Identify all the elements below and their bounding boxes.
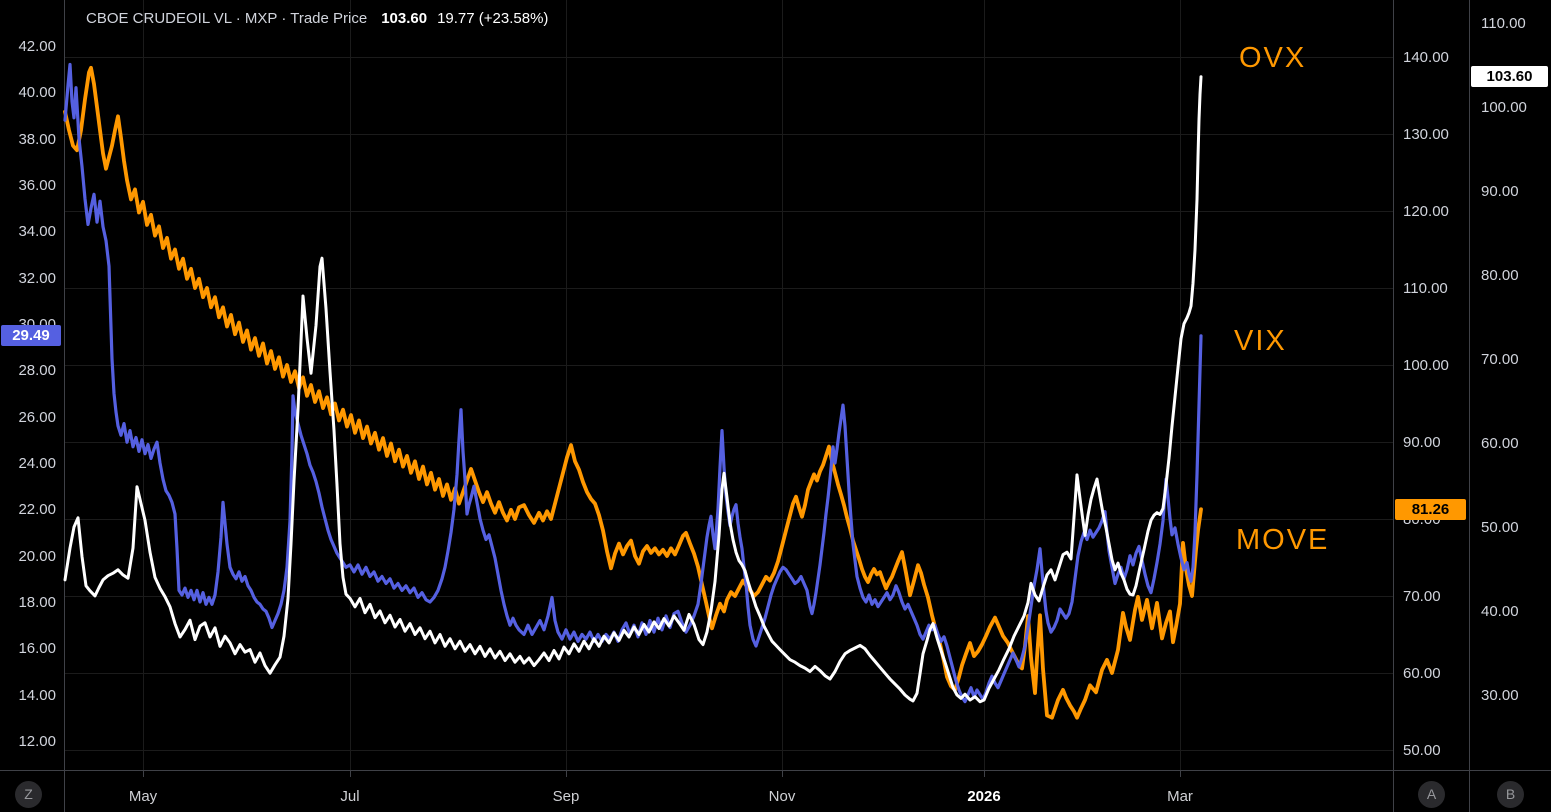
vix-line[interactable] <box>63 62 1203 704</box>
ovx-line[interactable] <box>63 75 1203 704</box>
right-axis-a-tick-label: 110.00 <box>1403 280 1448 297</box>
time-axis-label: Nov <box>768 788 796 805</box>
last-price-tag-ovx: 103.60 <box>1471 66 1548 88</box>
right-axis-b-tick-label: 40.00 <box>1481 603 1519 620</box>
right-axis-b-tick-label: 60.00 <box>1481 435 1519 452</box>
right-axis-a-tick-label: 130.00 <box>1403 126 1449 143</box>
chart-legend: CBOE CRUDEOIL VL · MXP · Trade Price 103.… <box>86 10 548 27</box>
scale-button-b[interactable]: B <box>1497 781 1524 808</box>
right-axis-b-tick-label: 100.00 <box>1481 99 1527 116</box>
left-axis-tick-label: 28.00 <box>18 362 56 380</box>
left-axis-tick-label: 18.00 <box>18 594 56 611</box>
right-axis-a-tick-label: 90.00 <box>1403 434 1441 451</box>
left-axis-tick-label: 40.00 <box>18 84 56 102</box>
left-axis-tick-label: 36.00 <box>18 177 56 194</box>
right-axis-b-tick-label: 50.00 <box>1481 519 1519 536</box>
left-axis-tick-label: 26.00 <box>18 408 56 426</box>
right-axis-a-tick-label: 60.00 <box>1403 665 1441 682</box>
time-axis-label: Jul <box>340 788 360 805</box>
scale-button-a[interactable]: A <box>1418 781 1445 808</box>
right-axis-a-tick-label: 50.00 <box>1403 742 1441 759</box>
left-axis-tick-label: 16.00 <box>18 640 56 658</box>
left-axis-tick-label: 32.00 <box>18 269 56 287</box>
right-axis-b-tick-label: 30.00 <box>1481 687 1519 704</box>
left-axis-tick-label: 20.00 <box>18 547 56 565</box>
right-axis-a-tick-label: 140.00 <box>1403 49 1449 66</box>
right-axis-a-tick-label: 100.00 <box>1403 357 1449 374</box>
time-axis-label: May <box>128 788 158 805</box>
scale-button-z[interactable]: Z <box>15 781 42 808</box>
right-axis-b-tick-label: 70.00 <box>1481 351 1519 368</box>
left-axis-tick-label: 42.00 <box>18 38 56 55</box>
right-axis-b-tick-label: 80.00 <box>1481 267 1519 284</box>
last-price-tag-move: 81.26 <box>1395 498 1466 520</box>
left-axis-tick-label: 22.00 <box>18 501 56 519</box>
right-axis-a-tick-label: 70.00 <box>1403 588 1441 605</box>
right-axis-b-tick-label: 90.00 <box>1481 183 1519 200</box>
time-axis-label: 2026 <box>967 788 1001 805</box>
time-axis-label: Mar <box>1167 788 1193 805</box>
series-label-vix: VIX <box>1234 325 1287 357</box>
time-axis-label: Sep <box>552 788 580 805</box>
move-line[interactable] <box>63 65 1203 720</box>
left-axis-tick-label: 34.00 <box>18 223 56 241</box>
price-change-value: 19.77 (+23.58%) <box>437 10 549 27</box>
symbol-title[interactable]: CBOE CRUDEOIL VL · MXP · Trade Price <box>86 10 368 27</box>
right-axis-a-tick-label: 120.00 <box>1403 203 1449 220</box>
left-axis-tick-label: 14.00 <box>18 686 56 704</box>
left-axis-tick-label: 38.00 <box>18 130 56 148</box>
right-axis-b-tick-label: 110.00 <box>1481 15 1526 32</box>
last-price-value: 103.60 <box>381 10 428 27</box>
series-label-move: MOVE <box>1236 524 1330 556</box>
left-axis-tick-label: 12.00 <box>18 733 56 750</box>
left-axis-tick-label: 24.00 <box>18 455 56 472</box>
series-label-ovx: OVX <box>1239 42 1307 74</box>
last-price-tag-vix: 29.49 <box>1 325 61 347</box>
